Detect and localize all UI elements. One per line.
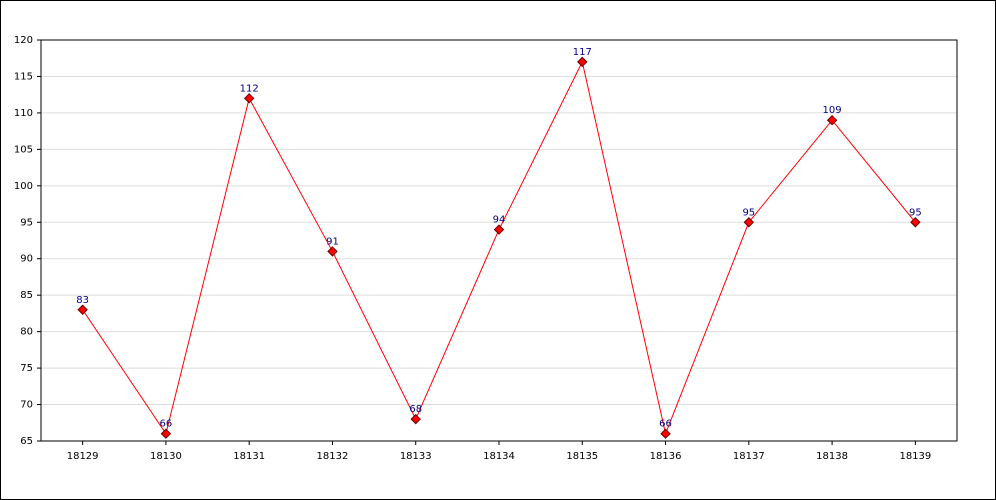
value-label: 83 bbox=[76, 295, 89, 306]
marker bbox=[910, 217, 921, 228]
x-tick-label: 18131 bbox=[233, 451, 265, 462]
x-tick-label: 18129 bbox=[67, 451, 99, 462]
y-tick-label: 75 bbox=[20, 363, 33, 374]
y-tick-label: 65 bbox=[20, 436, 33, 447]
y-tick-label: 120 bbox=[14, 35, 33, 46]
value-label: 66 bbox=[659, 419, 672, 430]
x-tick-label: 18137 bbox=[733, 451, 765, 462]
marker bbox=[826, 114, 838, 126]
marker bbox=[660, 428, 671, 439]
value-label: 95 bbox=[742, 207, 755, 218]
value-label: 91 bbox=[326, 236, 339, 247]
y-tick-label: 85 bbox=[20, 290, 33, 301]
value-label: 66 bbox=[160, 419, 173, 430]
y-tick-label: 100 bbox=[14, 181, 33, 192]
value-label: 95 bbox=[909, 207, 922, 218]
marker bbox=[410, 413, 421, 425]
y-tick-label: 105 bbox=[14, 144, 33, 155]
value-label: 109 bbox=[823, 105, 842, 116]
x-tick-label: 18130 bbox=[150, 451, 182, 462]
y-tick-label: 80 bbox=[20, 327, 33, 338]
y-tick-label: 70 bbox=[20, 400, 33, 411]
y-tick-label: 95 bbox=[20, 217, 33, 228]
y-tick-label: 110 bbox=[14, 108, 33, 119]
marker bbox=[493, 224, 505, 235]
y-tick-label: 115 bbox=[14, 71, 33, 82]
x-tick-label: 18136 bbox=[650, 451, 682, 462]
value-label: 94 bbox=[493, 215, 506, 226]
x-tick-label: 18138 bbox=[816, 451, 848, 462]
marker bbox=[327, 246, 338, 257]
x-tick-label: 18139 bbox=[899, 451, 931, 462]
y-tick-label: 90 bbox=[20, 254, 33, 265]
x-tick-label: 18134 bbox=[483, 451, 515, 462]
marker bbox=[243, 93, 255, 104]
value-label: 68 bbox=[409, 404, 422, 415]
value-label: 117 bbox=[573, 47, 592, 58]
marker bbox=[160, 428, 172, 439]
marker bbox=[77, 304, 88, 315]
marker bbox=[577, 56, 588, 68]
marker bbox=[743, 217, 755, 228]
x-tick-label: 18135 bbox=[566, 451, 598, 462]
x-tick-label: 18133 bbox=[400, 451, 432, 462]
x-tick-label: 18132 bbox=[317, 451, 349, 462]
value-label: 112 bbox=[240, 83, 259, 94]
